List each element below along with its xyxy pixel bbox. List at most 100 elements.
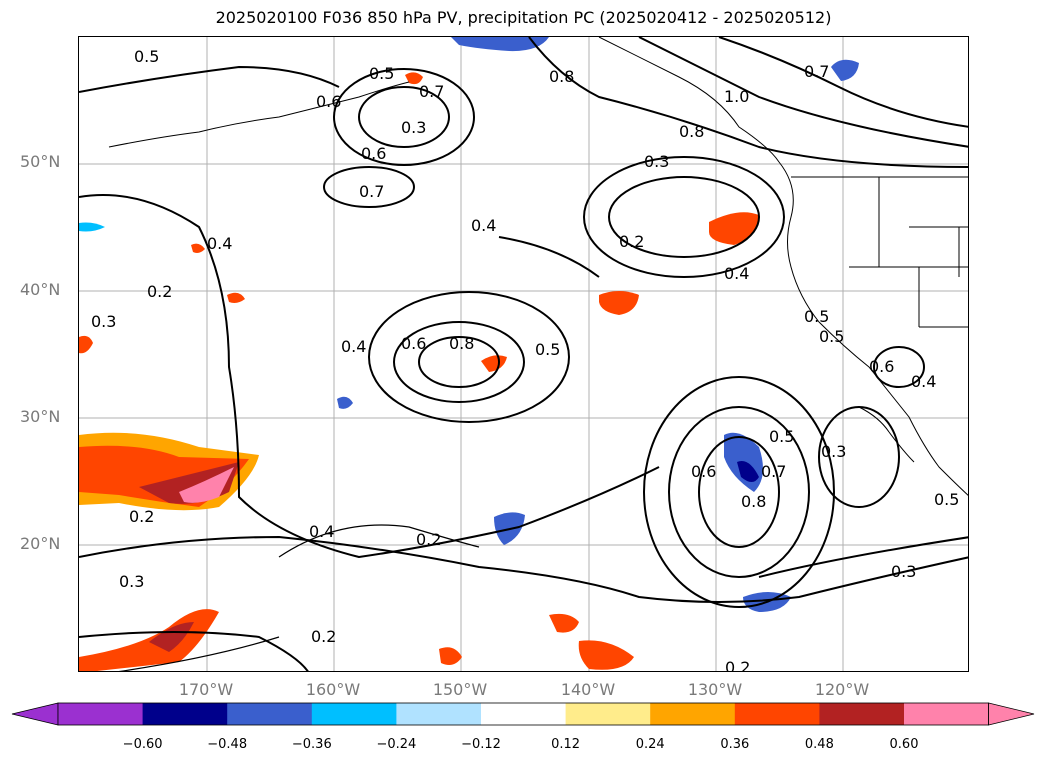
contour-label: 0.5 [804,307,829,326]
contour-label: 0.7 [804,62,829,81]
colorbar-cell [311,703,397,725]
contour-label: 0.7 [419,82,444,101]
colorbar-cell [142,703,228,725]
colorbar-cell [565,703,651,725]
contour-label: 0.3 [821,442,846,461]
precip-positive-sw [79,609,219,671]
precip-negative-east-core [737,461,759,482]
colorbar-cell [58,703,144,725]
contour-label: 0.4 [309,522,334,541]
lat-label-50n: 50°N [20,152,61,171]
colorbar-tick-label: −0.36 [291,737,332,752]
precip-positive-small-1 [227,292,245,303]
colorbar-cell [734,703,820,725]
lat-label-40n: 40°N [20,280,61,299]
contour-label: 0.2 [147,282,172,301]
colorbar-extend-low [11,702,59,726]
lon-label-150w: 150°W [432,680,488,699]
graticule [79,37,968,671]
lon-label-140w: 140°W [560,680,616,699]
colorbar-frame [57,702,989,726]
lat-label-20n: 20°N [20,534,61,553]
precip-positive-ak [405,72,423,85]
lon-label-170w: 170°W [178,680,234,699]
contour-label: 0.8 [741,492,766,511]
precip-positive-s2 [578,640,634,670]
contour-label: 0.5 [934,490,959,509]
contour-label: 0.3 [119,572,144,591]
colorbar [11,702,1035,726]
contour-label: 0.4 [341,337,366,356]
contour-label: 0.6 [401,334,426,353]
colorbar-cell [481,703,567,725]
contour-label: 0.3 [401,118,426,137]
precip-positive-west-peak [179,467,234,503]
colorbar-cell [227,703,313,725]
contour-label: 0.8 [549,67,574,86]
contour-label: 0.4 [207,234,232,253]
contour-label: 0.4 [911,372,936,391]
colorbar-tick-label: 0.60 [889,737,919,752]
map-panel: 0.5 0.6 0.5 0.7 0.3 0.8 1.0 0.7 0.8 0.6 … [78,36,969,672]
contour-label: 0.5 [369,64,394,83]
contour-label: 0.6 [869,357,894,376]
contour-label: 0.5 [535,340,560,359]
contour-label: 0.7 [359,182,384,201]
contour-label: 0.2 [619,232,644,251]
contour-labels: 0.5 0.6 0.5 0.7 0.3 0.8 1.0 0.7 0.8 0.6 … [91,47,959,671]
colorbar-tick-label: −0.12 [461,737,501,752]
contour-label: 0.8 [449,334,474,353]
colorbar-tick-label: 0.48 [804,737,834,752]
lat-label-30n: 30°N [20,407,61,426]
colorbar-cell [904,703,990,725]
precip-positive-mid [481,355,507,372]
contour-label: 0.6 [361,144,386,163]
precip-positive-small-2 [191,243,205,253]
contour-label: 0.6 [316,92,341,111]
contour-label: 0.4 [724,264,749,283]
precip-positive-small-3 [79,335,93,354]
lon-label-120w: 120°W [814,680,870,699]
contour-label: 0.3 [644,152,669,171]
precip-positive-s3 [439,647,462,665]
lon-label-130w: 130°W [687,680,743,699]
contour-label: 0.5 [819,327,844,346]
coastline [108,37,968,496]
colorbar-tick-label: 0.36 [720,737,750,752]
precip-positive-center [599,291,639,315]
map-canvas: 0.5 0.6 0.5 0.7 0.3 0.8 1.0 0.7 0.8 0.6 … [79,37,968,671]
contour-label: 0.8 [679,122,704,141]
precip-positive-sw-core [149,622,194,652]
precip-shading [79,37,859,671]
contour-label: 0.2 [416,530,441,549]
colorbar-tick-label: −0.24 [376,737,417,752]
colorbar-extend-high [988,702,1035,726]
colorbar-cell [819,703,905,725]
colorbar-tick-label: −0.60 [122,737,163,752]
contour-label: 0.4 [471,216,496,235]
contour-label: 0.5 [769,427,794,446]
pv-contours-thin [118,524,480,671]
contour-label: 1.0 [724,87,749,106]
contour-label: 0.3 [91,312,116,331]
contour-label: 0.2 [129,507,154,526]
contour-label: 0.3 [891,562,916,581]
contour-label: 0.5 [134,47,159,66]
colorbar-cell [396,703,482,725]
colorbar-tick-label: −0.48 [207,737,248,752]
contour-label: 0.2 [311,627,336,646]
precip-positive-s1 [549,613,579,633]
pv-contours [79,37,968,671]
colorbar-tick-label: 0.12 [551,737,581,752]
colorbar-cell [650,703,736,725]
contour-label: 0.6 [691,462,716,481]
precip-positive-ne-1 [709,212,759,245]
contour-label: 0.7 [761,462,786,481]
colorbar-cells [11,702,1035,726]
precip-negative-w [79,222,105,232]
precip-negative-small [337,396,353,409]
figure-title: 2025020100 F036 850 hPa PV, precipitatio… [215,8,832,27]
precip-negative-ne [831,59,859,81]
colorbar-tick-label: 0.24 [635,737,665,752]
precip-negative-north [451,37,549,52]
